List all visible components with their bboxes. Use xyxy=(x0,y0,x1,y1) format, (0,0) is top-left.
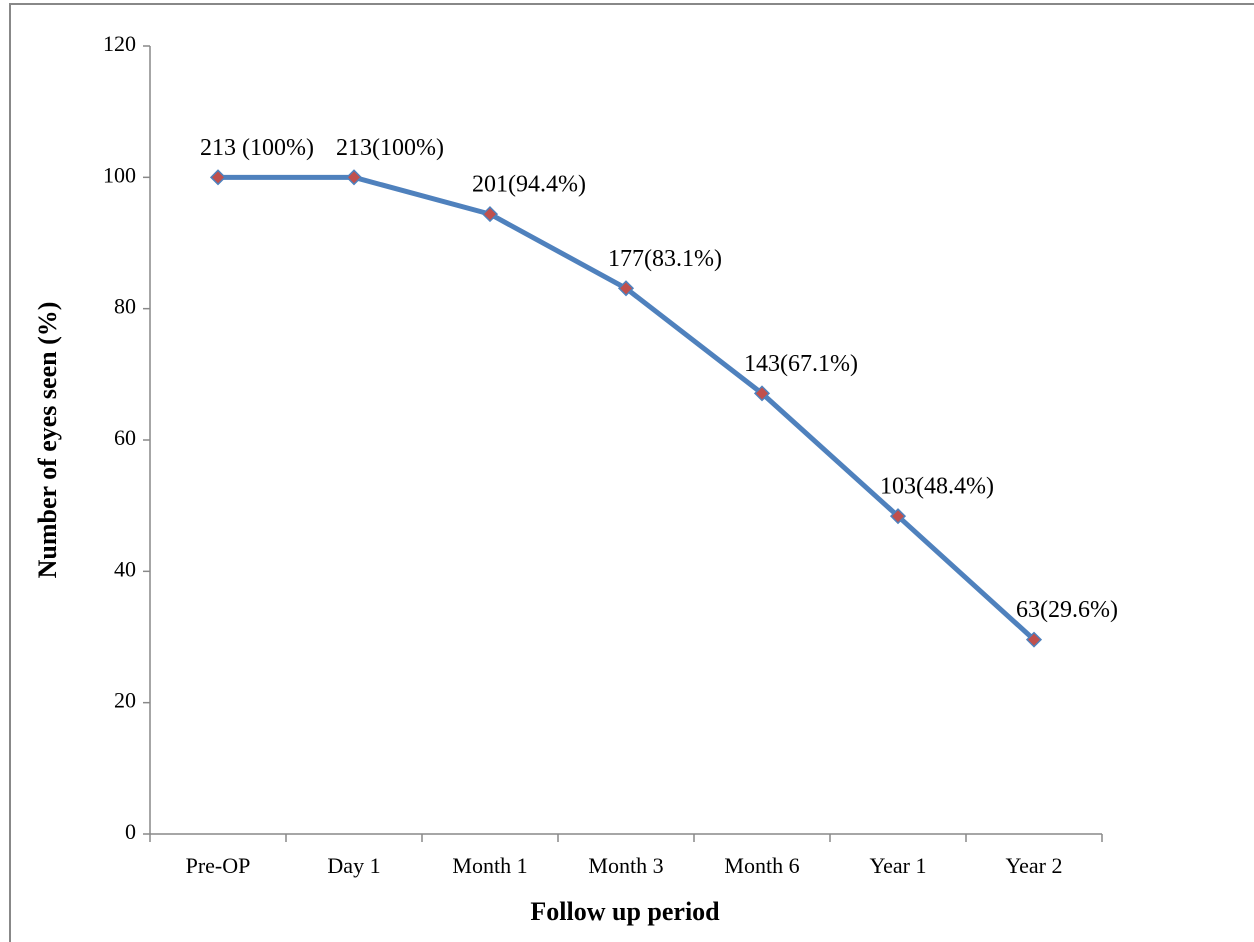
y-tick-label: 80 xyxy=(114,294,136,319)
data-point xyxy=(345,169,363,186)
value-label: 201(94.4%) xyxy=(472,172,586,198)
x-tick-label: Day 1 xyxy=(327,853,380,878)
y-tick-label: 60 xyxy=(114,425,136,450)
x-tick-label: Month 6 xyxy=(724,853,799,878)
value-label: 213(100%) xyxy=(336,135,444,161)
x-tick-label: Pre-OP xyxy=(186,853,251,878)
value-label: 213 (100%) xyxy=(200,135,314,161)
data-point xyxy=(1025,631,1043,648)
y-tick-label: 20 xyxy=(114,688,136,713)
y-tick-label: 40 xyxy=(114,556,136,581)
x-axis-title: Follow up period xyxy=(530,897,720,926)
y-tick-label: 0 xyxy=(125,819,136,844)
x-tick-label: Month 1 xyxy=(452,853,527,878)
x-tick-label: Year 2 xyxy=(1005,853,1062,878)
value-label: 103(48.4%) xyxy=(880,474,994,500)
x-tick-label: Year 1 xyxy=(869,853,926,878)
data-point xyxy=(889,508,907,525)
value-label: 143(67.1%) xyxy=(744,351,858,377)
value-label: 63(29.6%) xyxy=(1016,597,1118,623)
y-axis-title: Number of eyes seen (%) xyxy=(33,302,62,579)
data-point xyxy=(753,385,771,402)
value-label: 177(83.1%) xyxy=(608,246,722,272)
frame xyxy=(9,3,1254,942)
y-tick-label: 120 xyxy=(103,31,136,56)
data-point xyxy=(209,169,227,186)
x-tick-label: Month 3 xyxy=(588,853,663,878)
data-point xyxy=(617,280,635,297)
y-tick-label: 100 xyxy=(103,162,136,187)
data-point xyxy=(481,206,499,223)
